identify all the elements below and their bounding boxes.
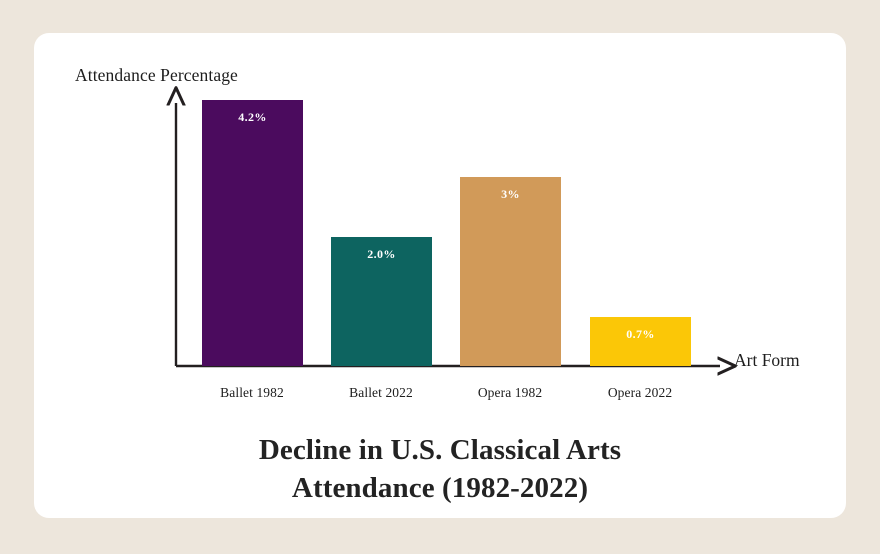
bars-layer: 4.2% 2.0% 3% 0.7% Ballet 1982 Ballet 202… (34, 33, 846, 518)
axes (34, 33, 846, 518)
bar-value-label: 4.2% (238, 110, 267, 124)
category-label-ballet-1982: Ballet 1982 (220, 385, 284, 400)
bar-ballet-1982[interactable]: 4.2% (202, 100, 303, 366)
bar-opera-1982[interactable]: 3% (460, 177, 561, 366)
chart-title-line-2: Attendance (1982-2022) (291, 472, 589, 505)
bar-value-label: 0.7% (626, 327, 655, 341)
category-label-opera-1982: Opera 1982 (477, 385, 543, 400)
bar-ballet-2022[interactable]: 2.0% (331, 237, 432, 366)
y-axis-label: Attendance Percentage (75, 65, 238, 85)
bar-opera-2022[interactable]: 0.7% (590, 317, 691, 366)
bar-value-label: 3% (501, 187, 520, 201)
plot-area: 4.2% 2.0% 3% 0.7% Ballet 1982 Ballet 202… (34, 33, 846, 518)
bar-value-label: 2.0% (367, 247, 396, 261)
category-label-ballet-2022: Ballet 2022 (349, 385, 413, 400)
chart-card: 4.2% 2.0% 3% 0.7% Ballet 1982 Ballet 202… (34, 33, 846, 518)
chart-title-line-1: Decline in U.S. Classical Arts (258, 434, 622, 466)
chart-title: Decline in U.S. Classical Arts Attendanc… (34, 431, 846, 508)
x-axis-label: Art Form (734, 350, 800, 370)
category-label-opera-2022: Opera 2022 (607, 385, 673, 400)
